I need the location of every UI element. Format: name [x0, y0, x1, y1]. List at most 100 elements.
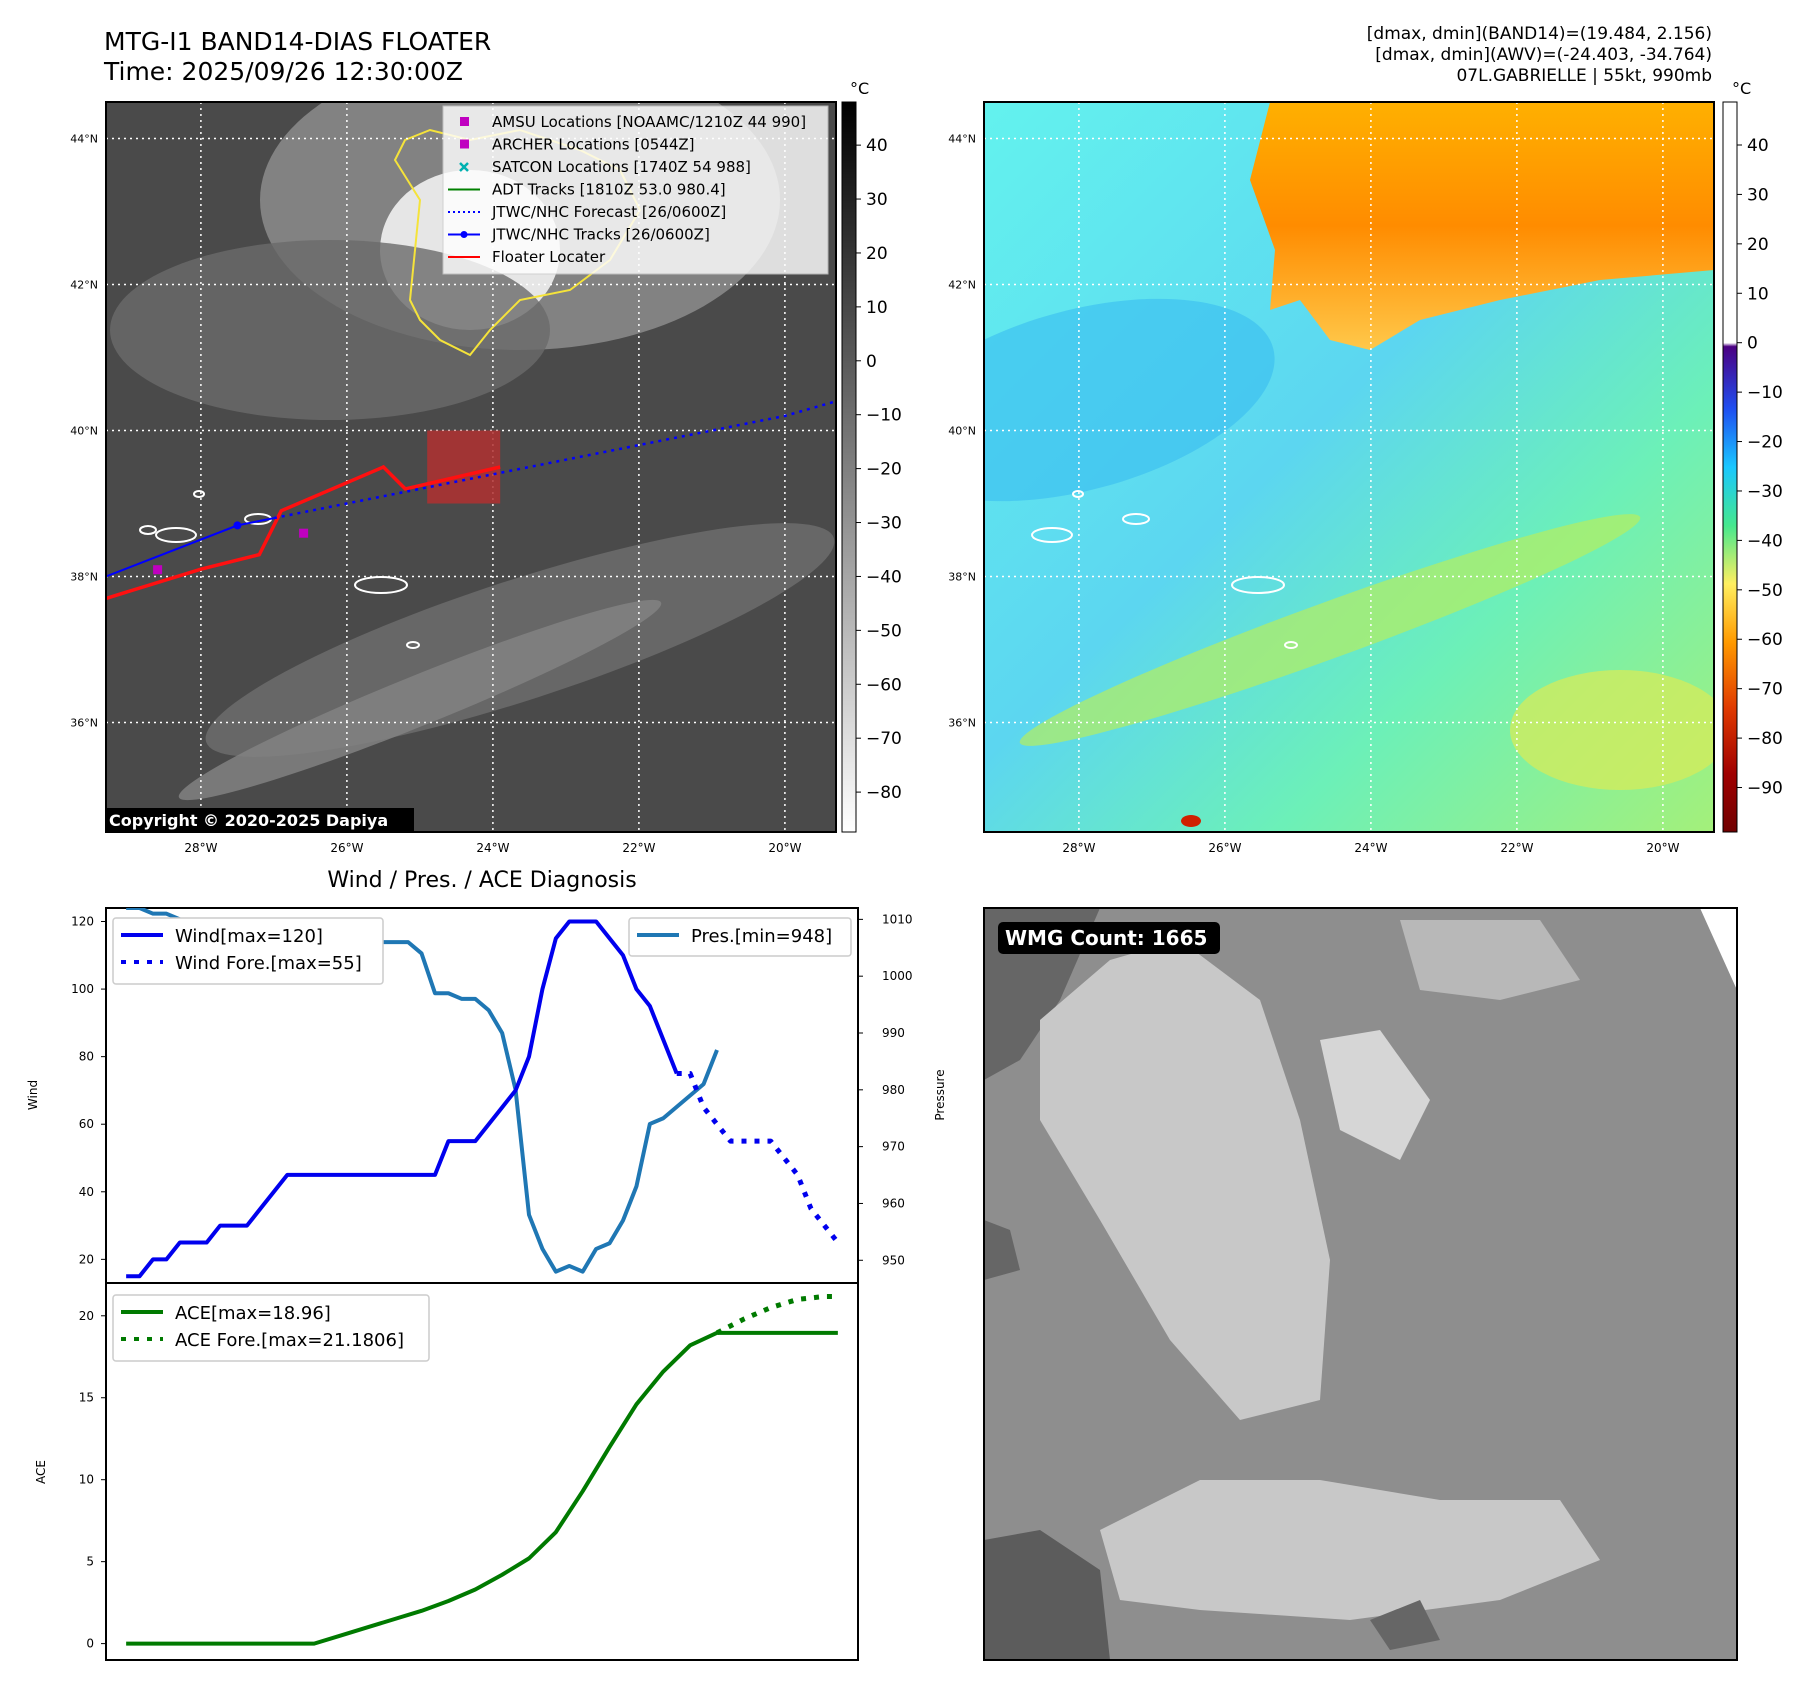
- wv-hot-spot: [1181, 815, 1201, 827]
- chart-legend-label: Wind[max=120]: [175, 926, 323, 947]
- wind-tick-label: 20: [79, 1252, 94, 1266]
- ace-tick-label: 5: [86, 1555, 94, 1569]
- lon-label: 24°W: [1354, 841, 1387, 855]
- copyright-text: Copyright © 2020-2025 Dapiya: [109, 811, 388, 830]
- wmg-dark-spot: [1370, 1600, 1440, 1650]
- colorbar-tick-label: −80: [866, 783, 902, 803]
- chart-legend-box: [112, 917, 384, 985]
- wv-warm-region: [1250, 102, 1714, 350]
- legend-marker-dot: [460, 231, 468, 238]
- wind-tick-label: 60: [79, 1117, 94, 1131]
- lat-label: 42°N: [948, 279, 976, 292]
- island: [1231, 576, 1285, 594]
- legend-label: ADT Tracks [1810Z 53.0 980.4]: [492, 181, 726, 199]
- colorbar-tick-label: −60: [866, 675, 902, 695]
- colorbar-tick-label: −50: [866, 621, 902, 641]
- wmg-frame: [983, 907, 1738, 1661]
- gray-colorbar: [841, 101, 857, 833]
- gray-colorbar-unit: °C: [850, 79, 869, 98]
- lat-label: 38°N: [948, 571, 976, 584]
- lon-label: 22°W: [622, 841, 655, 855]
- island: [1072, 490, 1084, 498]
- colorbar-tick-label: 10: [1747, 284, 1769, 304]
- colorbar-tick-label: 30: [1747, 185, 1769, 205]
- wv-map-frame: [983, 101, 1715, 833]
- pressure-tick-label: 970: [882, 1140, 905, 1154]
- wind-axis-label: Wind: [26, 1080, 40, 1110]
- island: [354, 576, 408, 594]
- figure-time: Time: 2025/09/26 12:30:00Z: [103, 57, 463, 86]
- pressure-axis-label: Pressure: [933, 1069, 947, 1120]
- colorbar-tick-label: 40: [866, 136, 888, 156]
- gray-colorbar-ticks: 40 30 20 10 0 −10 −20 −30 −40 −50 −60 −70 −80: [856, 136, 902, 803]
- wmg-bright-south: [1100, 1480, 1600, 1620]
- colorbar-tick-label: −30: [1747, 482, 1783, 502]
- legend-label: Floater Locater: [492, 248, 606, 266]
- color-colorbar-ticks: 40 30 20 10 0 −10 −20 −30 −40 −50 −60 −70 −80 −90: [1737, 136, 1783, 799]
- chart-legend-label: Wind Fore.[max=55]: [175, 953, 362, 974]
- wind-forecast-line: [676, 1071, 840, 1245]
- colorbar-tick-label: 0: [866, 352, 877, 372]
- legend-label: JTWC/NHC Tracks [26/0600Z]: [491, 226, 710, 244]
- island: [1031, 527, 1073, 543]
- legend-label: ARCHER Locations [0544Z]: [492, 136, 695, 154]
- lon-label: 24°W: [476, 841, 509, 855]
- wind-tick-label: 100: [71, 982, 94, 996]
- colorbar-tick-label: −60: [1747, 630, 1783, 650]
- color-colorbar-unit: °C: [1732, 79, 1751, 98]
- chart-legend-label: ACE Fore.[max=21.1806]: [175, 1330, 404, 1351]
- pressure-tick-label: 950: [882, 1253, 905, 1267]
- ir-cloud-streak: [178, 599, 662, 801]
- colorbar-tick-label: −70: [1747, 680, 1783, 700]
- ir-map-panel: AMSU Locations [NOAAMC/1210Z 44 990] ARCH…: [106, 102, 836, 832]
- copyright-box: [106, 808, 414, 832]
- lon-label: 22°W: [1500, 841, 1533, 855]
- colorbar-tick-label: −90: [1747, 779, 1783, 799]
- ace-tick-label: 10: [79, 1473, 94, 1487]
- colorbar-tick-label: −40: [1747, 531, 1783, 551]
- wv-moist-se: [1510, 670, 1714, 790]
- wmg-edge-white: [1700, 908, 1737, 990]
- wind-tick-label: 80: [79, 1050, 94, 1064]
- chart-legend-box: [112, 1294, 430, 1362]
- figure-title: MTG-I1 BAND14-DIAS FLOATER: [104, 27, 491, 56]
- colorbar-tick-label: 0: [1747, 334, 1758, 354]
- amsu-location-marker: [153, 565, 163, 575]
- info-awv: [dmax, dmin](AWV)=(-24.403, -34.764): [1375, 45, 1712, 65]
- lon-label: 28°W: [1062, 841, 1095, 855]
- colorbar-tick-label: 10: [866, 298, 888, 318]
- wmg-bright-band: [1040, 940, 1330, 1420]
- lon-label: 26°W: [1208, 841, 1241, 855]
- colorbar-tick-label: −30: [866, 514, 902, 534]
- chart-legend-box: [628, 917, 852, 957]
- legend-marker-x: [459, 162, 469, 172]
- ir-map-frame: [105, 101, 837, 833]
- lat-label: 36°N: [70, 717, 98, 730]
- pressure-tick-label: 980: [882, 1083, 905, 1097]
- legend-label: SATCON Locations [1740Z 54 988]: [492, 158, 751, 176]
- colorbar-tick-label: −50: [1747, 581, 1783, 601]
- island: [406, 641, 420, 649]
- lon-label: 20°W: [768, 841, 801, 855]
- pressure-tick-label: 960: [882, 1196, 905, 1210]
- colorbar-tick-label: −40: [866, 567, 902, 587]
- colorbar-tick-label: −70: [866, 729, 902, 749]
- wind-tick-label: 40: [79, 1185, 94, 1199]
- island: [139, 525, 157, 535]
- chart-legend-label: ACE[max=18.96]: [175, 1303, 331, 1324]
- lat-label: 38°N: [70, 571, 98, 584]
- legend-label: JTWC/NHC Forecast [26/0600Z]: [491, 203, 726, 221]
- floater-box: [427, 430, 501, 504]
- chart-legend-label: Pres.[min=948]: [691, 926, 832, 947]
- island: [1122, 513, 1150, 525]
- legend-label: AMSU Locations [NOAAMC/1210Z 44 990]: [492, 113, 806, 131]
- wv-axis-labels: 44°N 42°N 40°N 38°N 36°N 28°W 26°W 24°W 22°W 20°W: [948, 133, 1679, 856]
- lat-label: 36°N: [948, 717, 976, 730]
- archer-location-marker: [299, 528, 309, 538]
- lat-label: 40°N: [70, 425, 98, 438]
- colorbar-tick-label: 20: [1747, 235, 1769, 255]
- colorbar-tick-label: 40: [1747, 136, 1769, 156]
- lat-label: 40°N: [948, 425, 976, 438]
- colorbar-tick-label: −20: [1747, 433, 1783, 453]
